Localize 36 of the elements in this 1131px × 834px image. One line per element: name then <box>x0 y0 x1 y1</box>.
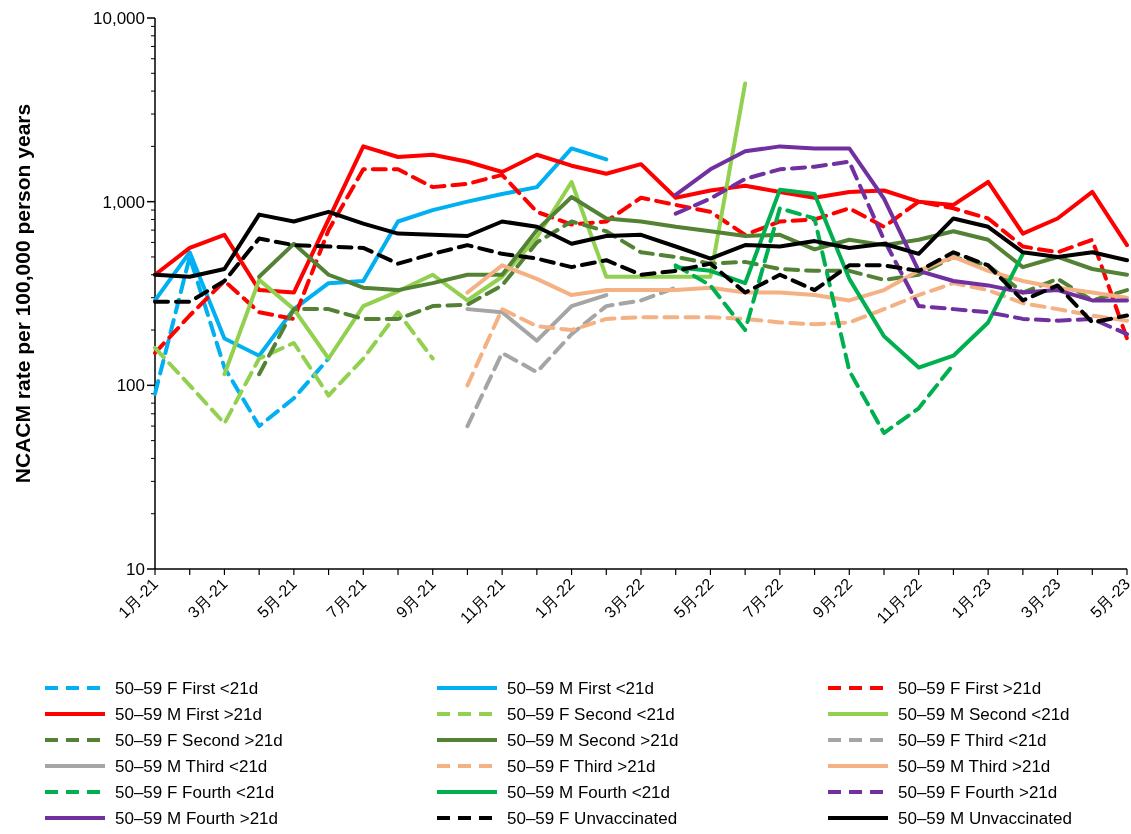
legend-label: 50–59 F Third <21d <box>898 731 1047 750</box>
x-tick-label: 3月-22 <box>601 575 648 622</box>
legend-label: 50–59 M Fourth >21d <box>115 809 279 828</box>
x-tick-label: 5月-23 <box>1087 575 1131 622</box>
legend-label: 50–59 M Third <21d <box>115 757 268 776</box>
legend-label: 50–59 F Fourth >21d <box>898 783 1058 802</box>
legend-label: 50–59 F Unvaccinated <box>507 809 678 828</box>
x-tick-label: 11月-21 <box>456 575 509 627</box>
legend-label: 50–59 M Second <21d <box>898 705 1070 724</box>
y-axis-title: NCACM rate per 100,000 person years <box>11 103 34 484</box>
y-tick-label: 1,000 <box>102 192 145 212</box>
legend-label: 50–59 F First >21d <box>898 679 1042 698</box>
legend-label: 50–59 M First <21d <box>507 679 654 698</box>
legend-label: 50–59 M First >21d <box>115 705 262 724</box>
x-tick-label: 5月-22 <box>670 575 717 622</box>
x-tick-label: 3月-21 <box>184 575 231 622</box>
x-tick-label: 1月-23 <box>948 575 995 622</box>
x-tick-label: 7月-21 <box>323 575 370 622</box>
legend-label: 50–59 M Fourth <21d <box>507 783 671 802</box>
legend-label: 50–59 F Second <21d <box>507 705 675 724</box>
x-tick-label: 5月-21 <box>253 575 301 622</box>
x-tick-label: 11月-22 <box>873 575 925 627</box>
x-tick-label: 9月-22 <box>809 575 856 622</box>
y-tick-label: 10,000 <box>93 9 145 28</box>
legend-label: 50–59 F Third >21d <box>507 757 656 776</box>
x-tick-label: 3月-23 <box>1017 575 1064 622</box>
legend-label: 50–59 F Fourth <21d <box>115 783 275 802</box>
legend-label: 50–59 M Unvaccinated <box>898 809 1072 828</box>
y-tick-label: 100 <box>116 376 145 396</box>
x-tick-label: 9月-21 <box>392 575 439 622</box>
legend-label: 50–59 M Second >21d <box>507 731 679 750</box>
x-tick-label: 1月-22 <box>531 575 578 622</box>
legend-label: 50–59 F First <21d <box>115 679 259 698</box>
legend-label: 50–59 F Second >21d <box>115 731 283 750</box>
legend-label: 50–59 M Third >21d <box>898 757 1051 776</box>
x-tick-label: 7月-22 <box>739 575 787 622</box>
